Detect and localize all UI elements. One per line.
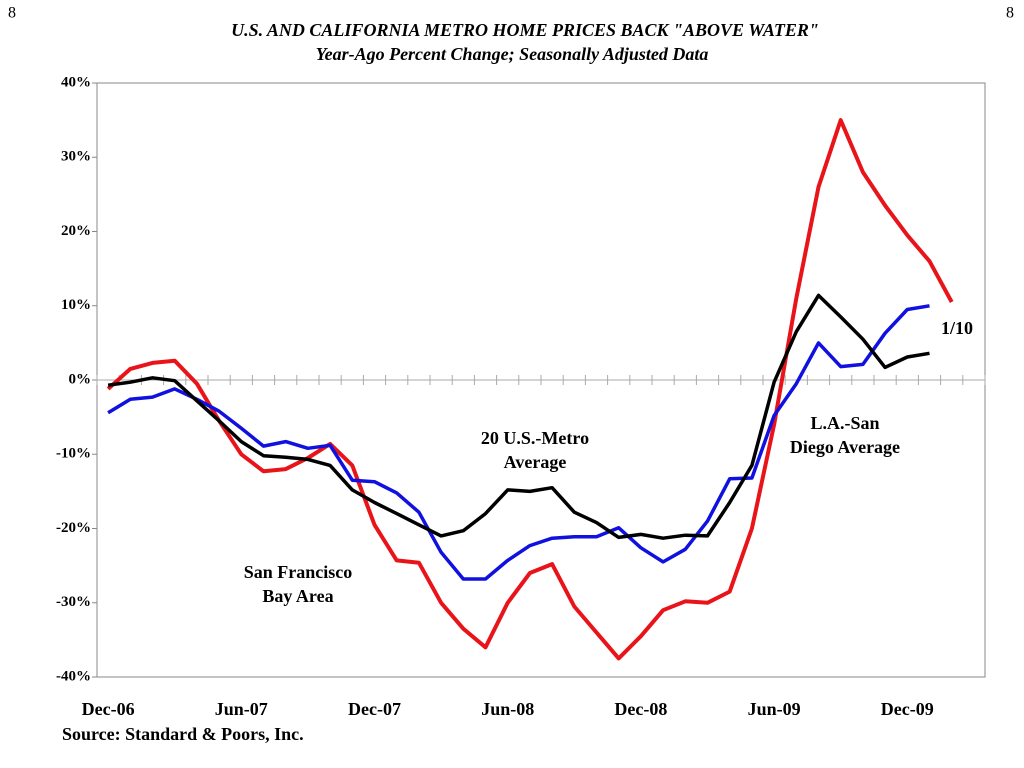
x-tick-label: Dec-08: [614, 699, 667, 719]
y-tick-label: -40%: [56, 668, 91, 684]
x-tick-label: Jun-08: [481, 699, 534, 719]
y-tick-label: 10%: [61, 297, 91, 313]
y-tick-label: 30%: [61, 149, 91, 165]
chart-subtitle: Year-Ago Percent Change; Seasonally Adju…: [316, 44, 709, 64]
annotation: Bay Area: [262, 586, 333, 606]
chart-title: U.S. AND CALIFORNIA METRO HOME PRICES BA…: [231, 20, 819, 40]
x-tick-label: Dec-09: [881, 699, 934, 719]
series-line: [107, 304, 930, 581]
series-line: [107, 293, 930, 540]
y-tick-label: -30%: [56, 594, 91, 610]
y-tick-label: 20%: [61, 223, 91, 239]
page-number: 8: [1006, 5, 1014, 22]
annotation: Diego Average: [790, 437, 900, 457]
annotation: 1/10: [941, 318, 973, 338]
y-tick-label: 0%: [69, 371, 92, 387]
annotation: 20 U.S.-Metro: [481, 428, 589, 448]
y-tick-label: 40%: [61, 74, 91, 90]
x-tick-label: Dec-06: [82, 699, 135, 719]
annotation: San Francisco: [244, 562, 353, 582]
page-number: 8: [8, 5, 16, 22]
y-tick-label: -10%: [56, 446, 91, 462]
y-tick-label: -20%: [56, 520, 91, 536]
x-tick-label: Dec-07: [348, 699, 401, 719]
x-tick-label: Jun-09: [748, 699, 801, 719]
source: Source: Standard & Poors, Inc.: [62, 724, 304, 744]
x-tick-label: Jun-07: [215, 699, 268, 719]
annotation: Average: [504, 452, 567, 472]
series-line: [106, 118, 954, 661]
annotation: L.A.-San: [810, 413, 879, 433]
